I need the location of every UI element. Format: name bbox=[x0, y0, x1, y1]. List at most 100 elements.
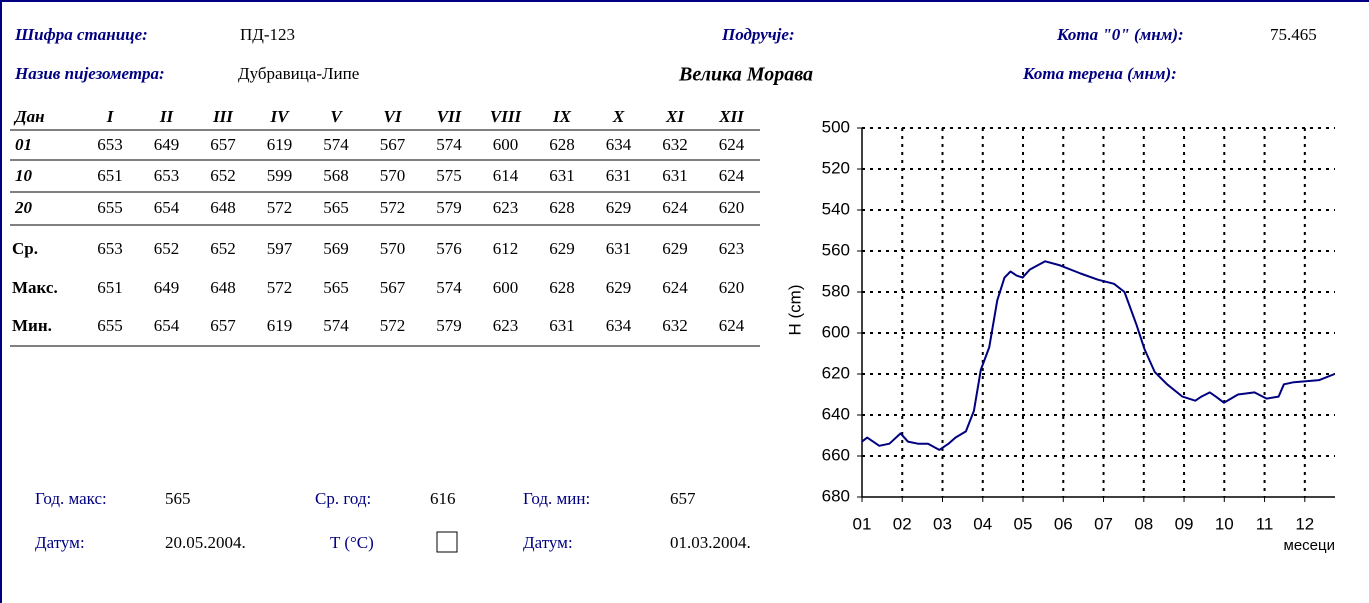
cell: 624 bbox=[662, 278, 688, 297]
column-header: IV bbox=[270, 107, 291, 126]
cell: 652 bbox=[154, 239, 180, 258]
checkbox[interactable] bbox=[436, 531, 458, 553]
x-tick-label: 08 bbox=[1134, 514, 1153, 533]
y-tick-label: 640 bbox=[822, 404, 850, 423]
cell: 600 bbox=[493, 278, 519, 297]
cell: 652 bbox=[210, 239, 236, 258]
cell: 575 bbox=[436, 166, 462, 185]
cell: 599 bbox=[267, 166, 293, 185]
cell: 568 bbox=[323, 166, 349, 185]
cell: 597 bbox=[267, 239, 293, 258]
value: 565 bbox=[165, 489, 191, 508]
y-tick-label: 600 bbox=[822, 322, 850, 341]
cell: 619 bbox=[267, 316, 293, 335]
label: Датум: bbox=[35, 533, 85, 552]
cell: 631 bbox=[549, 316, 575, 335]
cell: 619 bbox=[267, 135, 293, 154]
cell: 628 bbox=[549, 198, 575, 217]
cell: 632 bbox=[662, 135, 688, 154]
x-tick-label: 06 bbox=[1054, 514, 1073, 533]
column-header: X bbox=[612, 107, 625, 126]
cell: 654 bbox=[154, 198, 180, 217]
y-axis-title: H (cm) bbox=[785, 285, 804, 336]
cell: 612 bbox=[493, 239, 519, 258]
cell: 574 bbox=[323, 135, 349, 154]
cell: 572 bbox=[380, 316, 406, 335]
cell: 600 bbox=[493, 135, 519, 154]
column-header: XII bbox=[718, 107, 745, 126]
day-label: 20 bbox=[14, 198, 33, 217]
day-label: 01 bbox=[15, 135, 32, 154]
x-tick-label: 07 bbox=[1094, 514, 1113, 533]
cell: 651 bbox=[97, 278, 123, 297]
column-header: III bbox=[212, 107, 234, 126]
value: 657 bbox=[670, 489, 696, 508]
cell: 631 bbox=[662, 166, 688, 185]
column-header: VII bbox=[437, 107, 463, 126]
value: 01.03.2004. bbox=[670, 533, 751, 552]
cell: 648 bbox=[210, 278, 236, 297]
cell: 631 bbox=[549, 166, 575, 185]
cell: 574 bbox=[436, 135, 462, 154]
cell: 655 bbox=[97, 198, 123, 217]
cell: 624 bbox=[662, 198, 688, 217]
cell: 570 bbox=[380, 166, 406, 185]
cell: 574 bbox=[436, 278, 462, 297]
cell: 629 bbox=[662, 239, 688, 258]
cell: 570 bbox=[380, 239, 406, 258]
cell: 651 bbox=[97, 166, 123, 185]
label: T (°C) bbox=[330, 533, 374, 552]
cell: 579 bbox=[436, 316, 462, 335]
value: ПД-123 bbox=[240, 25, 295, 44]
x-tick-label: 03 bbox=[933, 514, 952, 533]
column-header: II bbox=[159, 107, 175, 126]
cell: 648 bbox=[210, 198, 236, 217]
y-tick-label: 560 bbox=[822, 240, 850, 259]
label: Назив пијезометра: bbox=[14, 64, 165, 83]
cell: 631 bbox=[606, 166, 632, 185]
cell: 624 bbox=[719, 135, 745, 154]
area: Велика Морава bbox=[678, 64, 813, 86]
cell: 565 bbox=[323, 198, 349, 217]
x-tick-label: 10 bbox=[1215, 514, 1234, 533]
cell: 653 bbox=[97, 135, 123, 154]
y-tick-label: 500 bbox=[822, 117, 850, 136]
cell: 623 bbox=[493, 316, 519, 335]
label: Ср. год: bbox=[315, 489, 371, 508]
day-label: 10 bbox=[15, 166, 33, 185]
x-tick-label: 01 bbox=[853, 514, 872, 533]
cell: 653 bbox=[154, 166, 180, 185]
x-axis-title: месеци bbox=[1284, 537, 1335, 554]
cell: 657 bbox=[210, 316, 236, 335]
stat-label: Ср. bbox=[12, 239, 38, 258]
label: Год. макс: bbox=[35, 489, 107, 508]
cell: 629 bbox=[606, 198, 632, 217]
x-tick-label: 05 bbox=[1014, 514, 1033, 533]
cell: 634 bbox=[606, 316, 632, 335]
label: Подручје: bbox=[721, 25, 795, 44]
cell: 652 bbox=[210, 166, 236, 185]
label: Датум: bbox=[523, 533, 573, 552]
cell: 567 bbox=[380, 135, 406, 154]
value: Дубравица-Липе bbox=[238, 64, 359, 83]
y-tick-label: 620 bbox=[822, 363, 850, 382]
y-tick-label: 680 bbox=[822, 486, 850, 505]
cell: 572 bbox=[267, 278, 293, 297]
cell: 567 bbox=[380, 278, 406, 297]
y-tick-label: 520 bbox=[822, 158, 850, 177]
value: 616 bbox=[430, 489, 456, 508]
x-tick-label: 02 bbox=[893, 514, 912, 533]
cell: 576 bbox=[436, 239, 462, 258]
x-tick-label: 04 bbox=[973, 514, 992, 533]
x-tick-label: 12 bbox=[1295, 514, 1314, 533]
cell: 572 bbox=[267, 198, 293, 217]
cell: 654 bbox=[154, 316, 180, 335]
stat-label: Мин. bbox=[12, 316, 52, 335]
label: Год. мин: bbox=[523, 489, 590, 508]
cell: 624 bbox=[719, 316, 745, 335]
cell: 572 bbox=[380, 198, 406, 217]
cell: 565 bbox=[323, 278, 349, 297]
cell: 614 bbox=[493, 166, 519, 185]
cell: 620 bbox=[719, 198, 745, 217]
